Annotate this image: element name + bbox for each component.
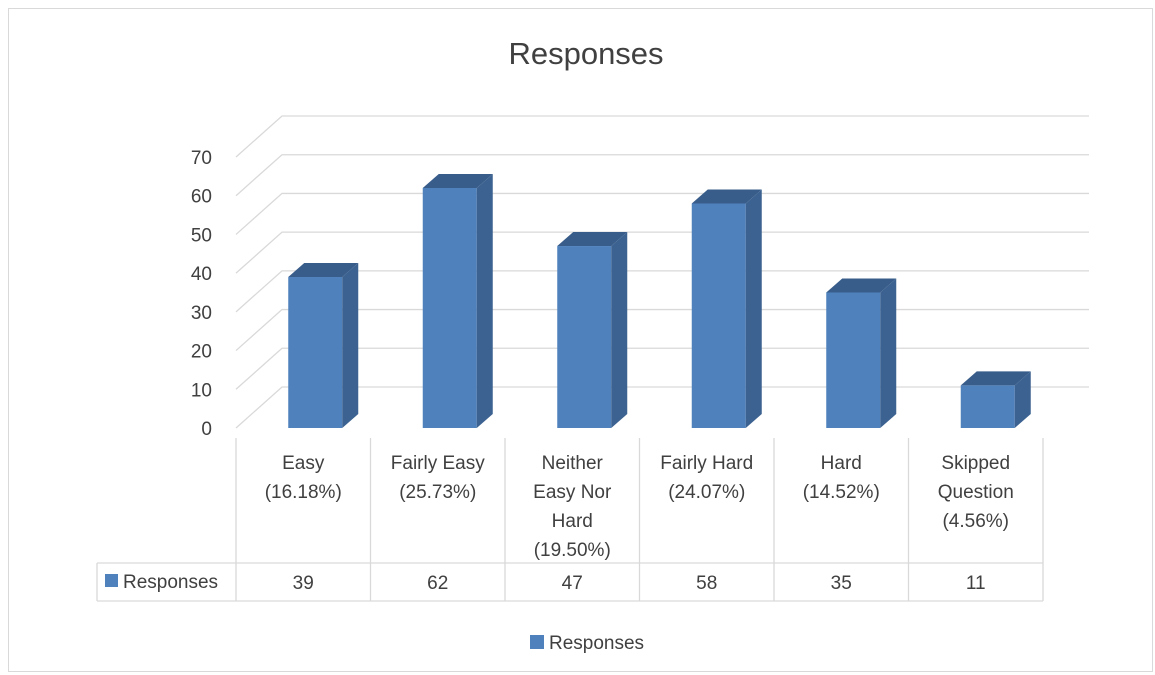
bar-side <box>1014 371 1031 428</box>
table-value: 58 <box>696 573 717 594</box>
bar-front <box>557 246 612 428</box>
y-tick-label: 60 <box>191 187 212 208</box>
legend-key <box>530 635 544 649</box>
gridline <box>235 192 1089 235</box>
bar-top <box>691 189 762 204</box>
bar <box>826 278 897 428</box>
bar-front <box>826 292 881 428</box>
gridline <box>235 231 1089 274</box>
category-label: Fairly Hard (24.07%) <box>660 453 753 503</box>
bar <box>691 189 762 428</box>
bar-side <box>880 278 897 428</box>
category-label: Skipped Question (4.56%) <box>938 453 1014 532</box>
y-tick-label: 10 <box>191 380 212 401</box>
bar-side <box>745 189 762 428</box>
gridlines <box>235 115 1089 429</box>
legend: Responses <box>530 633 644 654</box>
chart-frame <box>8 8 1153 672</box>
chart-title: Responses <box>508 36 663 71</box>
table-value: 47 <box>562 573 583 594</box>
gridline <box>235 270 1089 313</box>
bar <box>288 263 359 428</box>
bar-front <box>422 187 477 428</box>
table-value: 39 <box>293 573 314 594</box>
bar-top <box>557 232 628 247</box>
gridline <box>235 308 1089 352</box>
table-series-key <box>105 574 118 587</box>
gridline <box>235 386 1089 429</box>
legend-label: Responses <box>549 633 644 654</box>
category-label: Neither Easy Nor Hard (19.50%) <box>533 453 612 561</box>
y-tick-label: 50 <box>191 225 212 246</box>
y-tick-label: 20 <box>191 342 212 363</box>
bar-top <box>422 173 493 188</box>
bar-side <box>611 232 628 428</box>
bar-top <box>288 263 359 278</box>
bar <box>960 371 1031 428</box>
data-table: Easy (16.18%) Fairly Easy (25.73%) Neither Ea… <box>96 438 1044 602</box>
gridline <box>235 347 1089 390</box>
y-axis-ticks: 0 10 20 30 40 50 60 70 <box>191 148 212 440</box>
bars <box>288 173 1031 428</box>
y-tick-label: 40 <box>191 264 212 285</box>
bar-side <box>342 263 359 428</box>
bar-side <box>476 173 493 428</box>
y-tick-label: 70 <box>191 148 212 169</box>
category-label: Hard (14.52%) <box>803 453 880 503</box>
y-tick-label: 30 <box>191 303 212 324</box>
bar-top <box>960 371 1031 386</box>
bar-front <box>691 203 746 428</box>
category-label: Fairly Easy (25.73%) <box>391 453 485 503</box>
table-series-name: Responses <box>123 572 218 593</box>
category-label: Easy (16.18%) <box>265 453 342 503</box>
table-value: 11 <box>966 573 986 594</box>
bar <box>557 232 628 428</box>
table-value: 35 <box>831 573 852 594</box>
gridline <box>235 154 1089 197</box>
bar <box>422 173 493 428</box>
table-value: 62 <box>427 573 448 594</box>
y-tick-label: 0 <box>201 419 212 440</box>
bar-top <box>826 278 897 293</box>
bar-front <box>288 277 343 428</box>
bar-front <box>960 385 1015 428</box>
gridline <box>235 115 1089 158</box>
